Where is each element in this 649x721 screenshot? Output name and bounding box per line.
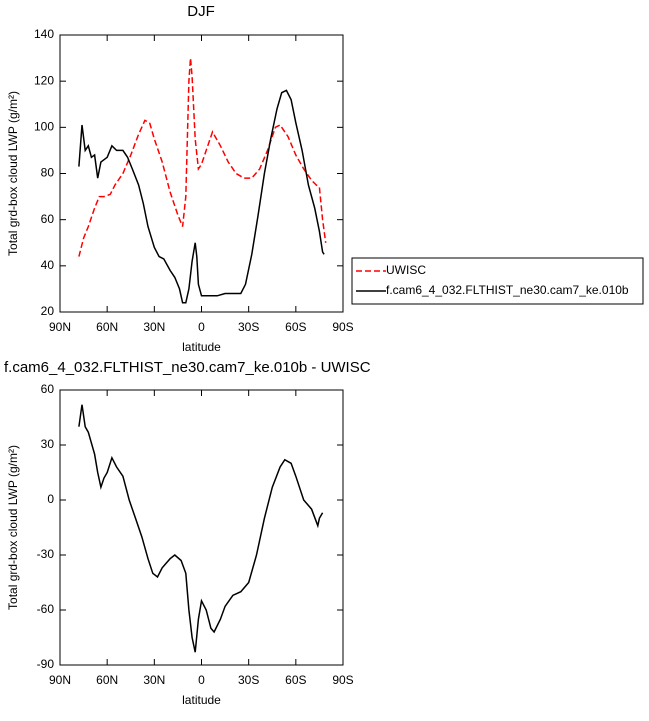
data-line xyxy=(78,404,324,653)
x-tick-label: 90S xyxy=(332,673,353,687)
y-tick-label: 20 xyxy=(41,304,55,318)
y-tick-label: 80 xyxy=(41,166,55,180)
data-line xyxy=(78,58,327,257)
y-tick-label: 60 xyxy=(41,382,55,396)
x-tick-label: 0 xyxy=(198,673,205,687)
x-tick-label: 90S xyxy=(332,320,353,334)
x-tick-label: 0 xyxy=(198,320,205,334)
x-tick-label: 60S xyxy=(285,320,306,334)
y-tick-label: 140 xyxy=(34,27,54,41)
x-tick-label: 90N xyxy=(49,673,71,687)
y-axis-label: Total grd-box cloud LWP (g/m²) xyxy=(6,91,20,256)
y-tick-label: 0 xyxy=(47,492,54,506)
x-tick-label: 30S xyxy=(238,673,259,687)
y-tick-label: -90 xyxy=(37,657,55,671)
y-tick-label: -60 xyxy=(37,602,55,616)
x-tick-label: 60N xyxy=(96,320,118,334)
x-tick-label: 90N xyxy=(49,320,71,334)
y-tick-label: 120 xyxy=(34,73,54,87)
x-tick-label: 60N xyxy=(96,673,118,687)
x-tick-label: 30N xyxy=(143,320,165,334)
x-axis-label: latitude xyxy=(182,340,221,354)
x-tick-label: 60S xyxy=(285,673,306,687)
legend-label: UWISC xyxy=(386,263,426,277)
y-tick-label: 30 xyxy=(41,437,55,451)
chart-title: DJF xyxy=(187,3,215,20)
y-tick-label: 40 xyxy=(41,258,55,272)
x-axis-label: latitude xyxy=(182,693,221,707)
y-axis-label: Total grd-box cloud LWP (g/m²) xyxy=(6,445,20,610)
plot-frame xyxy=(59,389,344,666)
y-tick-label: 100 xyxy=(34,120,54,134)
x-tick-label: 30N xyxy=(143,673,165,687)
plot-frame xyxy=(59,34,344,313)
data-line xyxy=(78,89,325,304)
y-tick-label: -30 xyxy=(37,547,55,561)
x-tick-label: 30S xyxy=(238,320,259,334)
y-tick-label: 60 xyxy=(41,212,55,226)
legend-label: f.cam6_4_032.FLTHIST_ne30.cam7_ke.010b xyxy=(386,283,629,297)
chart-title: f.cam6_4_032.FLTHIST_ne30.cam7_ke.010b -… xyxy=(4,359,371,376)
legend-box xyxy=(351,257,644,305)
